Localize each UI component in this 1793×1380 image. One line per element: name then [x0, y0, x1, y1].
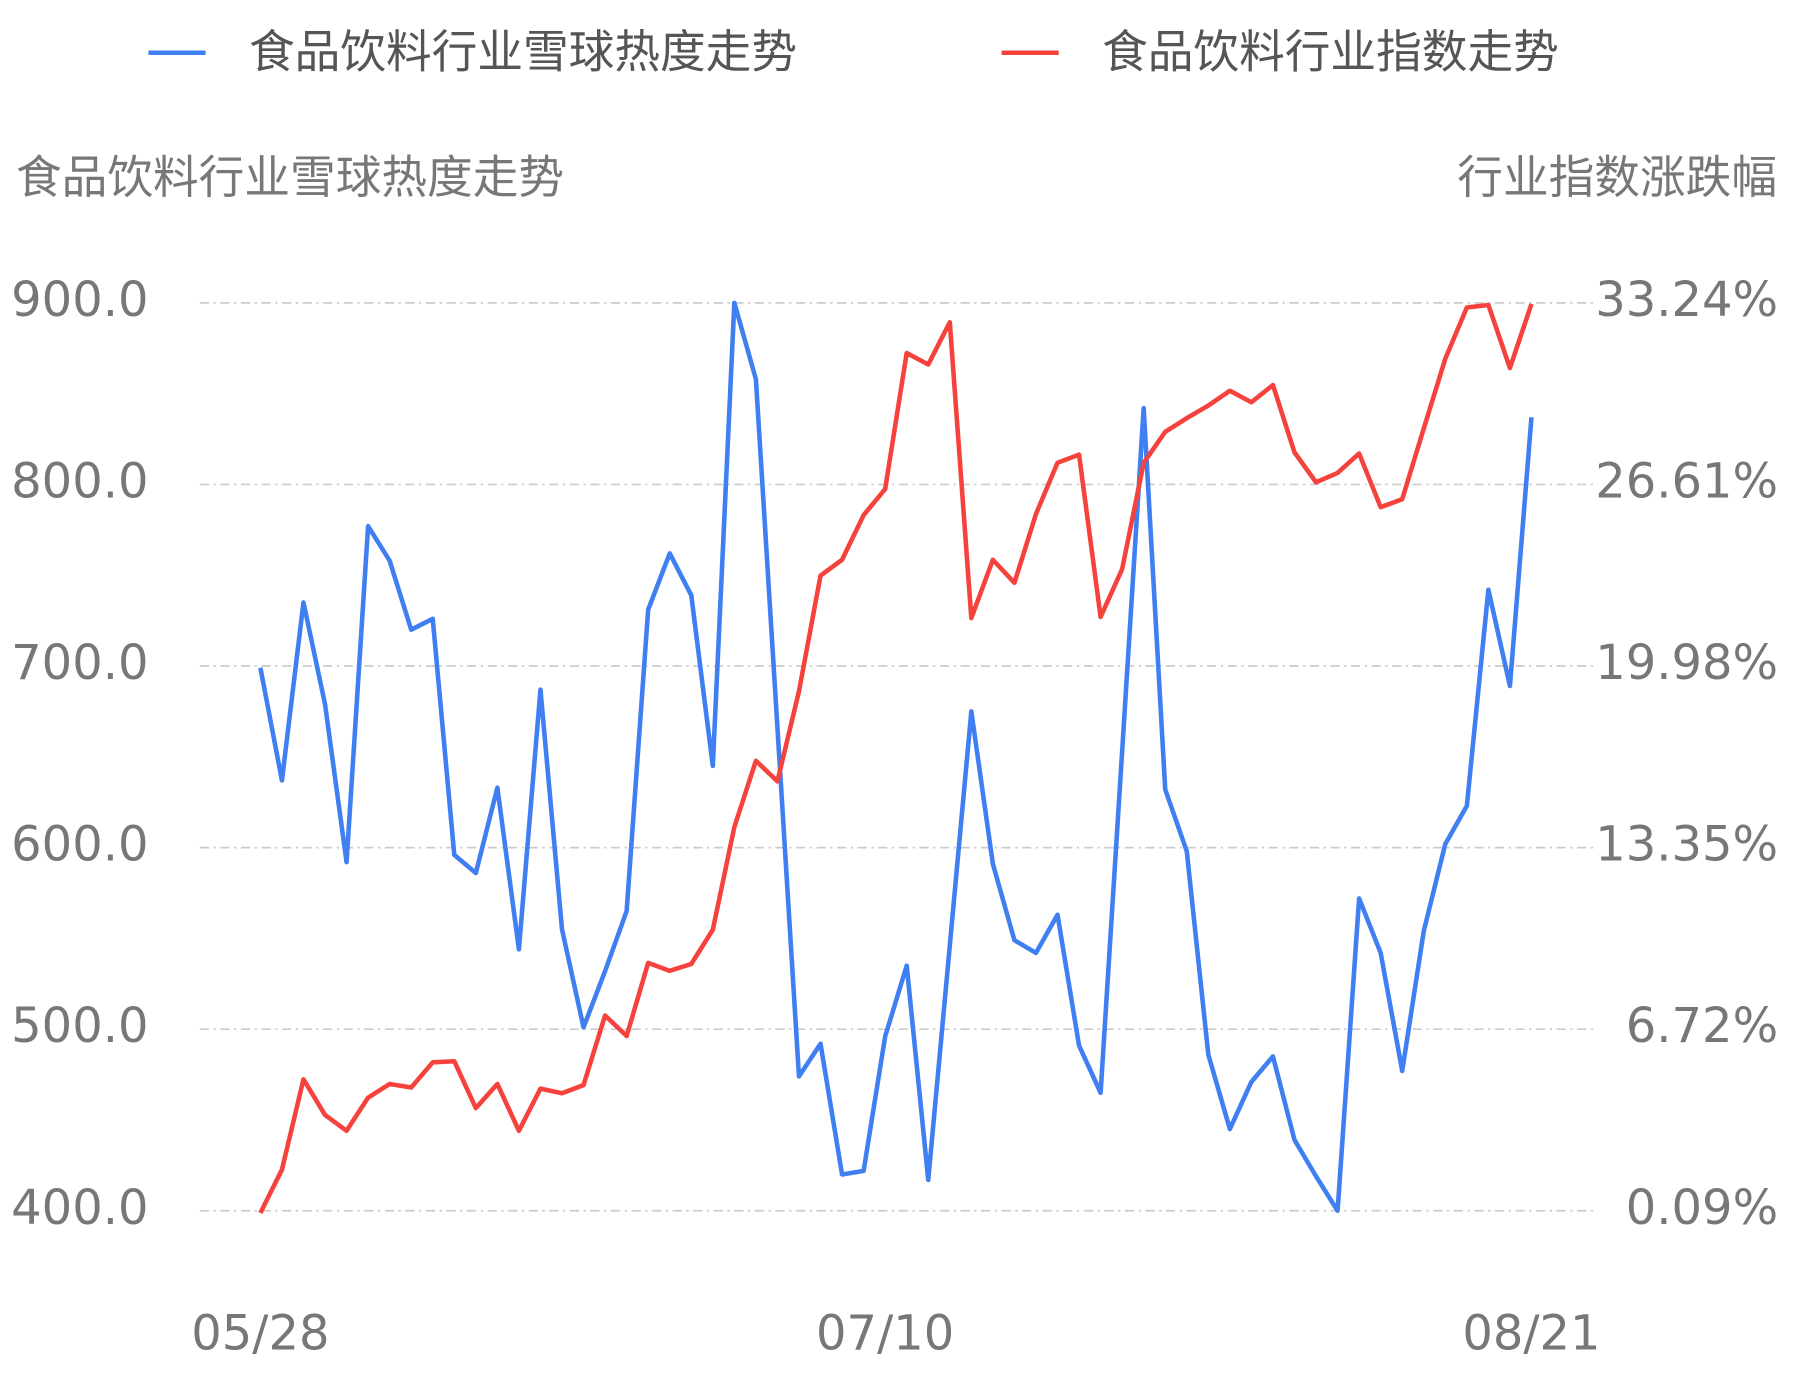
y-tick-label: 400.0	[11, 1180, 148, 1236]
line-series	[258, 302, 1534, 1214]
y-tick-label: 700.0	[11, 635, 148, 691]
y-tick-label: 600.0	[11, 817, 148, 873]
x-tick-label: 08/21	[1462, 1305, 1600, 1361]
y2-tick-label: 26.61%	[1595, 453, 1778, 509]
y2-tick-label: 0.09%	[1626, 1180, 1778, 1236]
legend-text: 食品饮料行业指数走势	[1102, 26, 1559, 79]
y2-tick-label: 33.24%	[1595, 272, 1778, 328]
y2-axis-title: 行业指数涨跌幅	[1457, 151, 1777, 204]
y2-tick-label: 6.72%	[1626, 998, 1778, 1054]
legend-text: 食品饮料行业雪球热度走势	[249, 26, 797, 79]
y-tick-label: 800.0	[11, 453, 148, 509]
y2-tick-label: 19.98%	[1595, 635, 1778, 691]
y2-tick-label: 13.35%	[1595, 817, 1778, 873]
line-series	[258, 300, 1534, 1214]
y-tick-label: 900.0	[11, 272, 148, 328]
y-tick-label: 500.0	[11, 998, 148, 1054]
x-tick-label: 07/10	[816, 1305, 954, 1361]
x-tick-label: 05/28	[191, 1305, 329, 1361]
y-axis-title: 食品饮料行业雪球热度走势	[16, 151, 564, 204]
